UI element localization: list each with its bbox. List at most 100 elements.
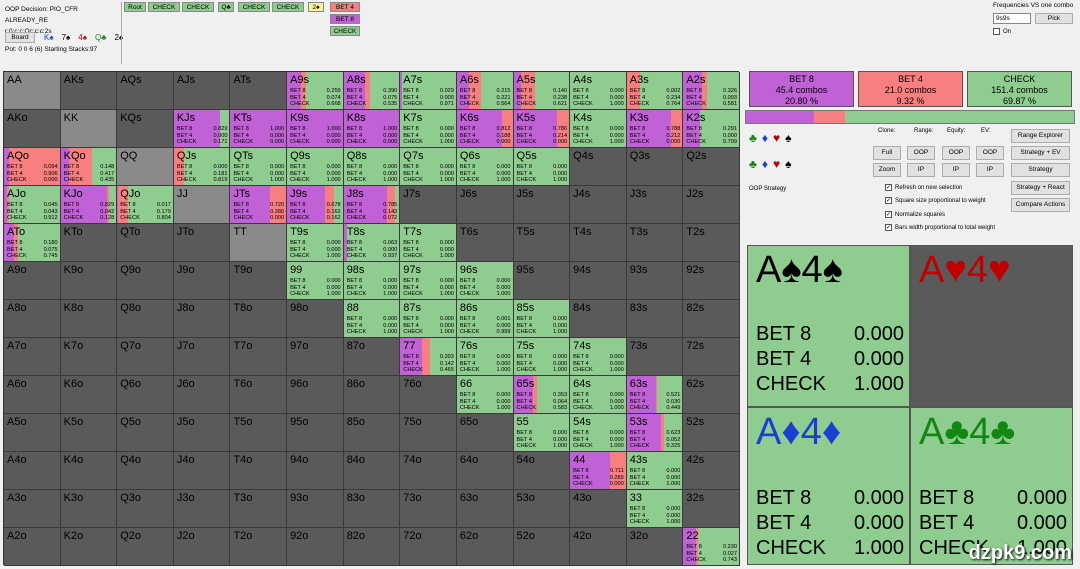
- hand-cell[interactable]: BET 8 0.094 BET 4 0.906 CHECK 0.000 AQo: [4, 148, 61, 186]
- hand-cell[interactable]: BET 8 0.029 BET 4 0.000 CHECK 0.971 A7s: [400, 72, 457, 110]
- hand-cell[interactable]: 82o: [343, 528, 401, 566]
- hand-cell[interactable]: J5o: [173, 414, 231, 452]
- hand-cell[interactable]: BET 8 0.000 BET 4 0.000 CHECK 1.000 Q5s: [513, 148, 571, 186]
- strategy-ev-button[interactable]: Strategy + EV: [1011, 146, 1070, 160]
- hand-cell[interactable]: BET 8 0.000 BET 4 0.000 CHECK 1.000 T7s: [400, 224, 457, 262]
- hand-cell[interactable]: 54o: [513, 452, 571, 490]
- action-option[interactable]: CHECK: [330, 26, 360, 36]
- hand-cell[interactable]: BET 8 0.829 BET 4 0.042 CHECK 0.128 KJo: [60, 186, 118, 224]
- hand-cell[interactable]: A9o: [4, 262, 61, 300]
- hand-cell[interactable]: BET 8 0.063 BET 4 0.000 CHECK 0.937 T8s: [343, 224, 401, 262]
- hand-cell[interactable]: BET 8 1.000 BET 4 0.000 CHECK 0.000 K9s: [287, 110, 344, 148]
- hand-cell[interactable]: BET 8 0.326 BET 4 0.093 CHECK 0.581 A2s: [683, 72, 740, 110]
- combo-card[interactable]: A♣4♣ BET 8 0.000 BET 4 0.000 CHECK 1.000: [910, 407, 1073, 565]
- hand-cell[interactable]: BET 8 0.711 BET 4 0.289 CHECK 0.000 44: [570, 452, 627, 490]
- normalize-checkbox[interactable]: ✓ Normalize squares: [885, 211, 945, 218]
- hand-cell[interactable]: KK: [60, 110, 118, 148]
- hand-cell[interactable]: Q3s: [626, 148, 684, 186]
- hand-cell[interactable]: BET 8 0.000 BET 4 0.181 CHECK 0.819 QJs: [173, 148, 231, 186]
- hand-cell[interactable]: BET 8 0.678 BET 4 0.162 CHECK 0.162 J9s: [287, 186, 344, 224]
- hand-cell[interactable]: 85o: [343, 414, 401, 452]
- hand-cell[interactable]: K2o: [60, 528, 118, 566]
- hand-cell[interactable]: AKo: [4, 110, 61, 148]
- hand-cell[interactable]: AQs: [117, 72, 174, 110]
- club-icon[interactable]: ♣: [749, 131, 757, 145]
- ev-oop-button[interactable]: OOP: [976, 146, 1004, 160]
- hand-cell[interactable]: K6o: [60, 376, 118, 414]
- hand-cell[interactable]: KTo: [60, 224, 118, 262]
- range-oop-button[interactable]: OOP: [907, 146, 935, 160]
- hand-cell[interactable]: BET 8 0.786 BET 4 0.214 CHECK 0.000 K5s: [513, 110, 571, 148]
- ev-ip-button[interactable]: IP: [976, 163, 1004, 177]
- hand-cell[interactable]: BET 8 0.788 BET 4 0.212 CHECK 0.000 K3s: [626, 110, 684, 148]
- hand-cell[interactable]: Q2o: [117, 528, 174, 566]
- hand-cell[interactable]: K3o: [60, 490, 118, 528]
- hand-cell[interactable]: 65o: [456, 414, 514, 452]
- hand-cell[interactable]: 86o: [343, 376, 401, 414]
- combo-card[interactable]: A♥4♥: [910, 245, 1073, 407]
- hand-cell[interactable]: BET 8 0.000 BET 4 0.000 CHECK 1.000 K4s: [570, 110, 627, 148]
- hand-cell[interactable]: 43o: [570, 490, 627, 528]
- hand-cell[interactable]: Q5o: [117, 414, 174, 452]
- hand-cell[interactable]: T9o: [230, 262, 288, 300]
- hand-cell[interactable]: J2o: [173, 528, 231, 566]
- hand-cell[interactable]: BET 8 0.353 BET 4 0.064 CHECK 0.583 65s: [513, 376, 571, 414]
- hand-cell[interactable]: 73s: [626, 338, 684, 376]
- hand-cell[interactable]: 87o: [343, 338, 401, 376]
- hand-cell[interactable]: AJs: [173, 72, 231, 110]
- hand-cell[interactable]: 93o: [287, 490, 344, 528]
- refresh-checkbox[interactable]: ✓ Refresh on new selection: [885, 184, 962, 191]
- hand-cell[interactable]: T6o: [230, 376, 288, 414]
- hand-cell[interactable]: 84s: [570, 300, 627, 338]
- hand-cell[interactable]: 62o: [456, 528, 514, 566]
- checkbox-box[interactable]: ✓: [885, 211, 892, 218]
- combo-input[interactable]: 9s9s: [993, 13, 1031, 24]
- hand-cell[interactable]: A6o: [4, 376, 61, 414]
- hand-cell[interactable]: BET 8 0.215 BET 4 0.221 CHECK 0.564 A6s: [456, 72, 514, 110]
- suit-filter-row-2[interactable]: ♣ ♦ ♥ ♠: [749, 157, 792, 171]
- hand-cell[interactable]: BET 8 0.000 BET 4 0.000 CHECK 1.000 99: [287, 262, 344, 300]
- hand-cell[interactable]: 73o: [400, 490, 457, 528]
- hand-cell[interactable]: BET 8 0.180 BET 4 0.075 CHECK 0.745 ATo: [4, 224, 61, 262]
- hand-cell[interactable]: Q6o: [117, 376, 174, 414]
- action-option[interactable]: BET 8: [330, 14, 360, 24]
- hand-cell[interactable]: BET 8 0.000 BET 4 0.000 CHECK 1.000 85s: [513, 300, 571, 338]
- hand-cell[interactable]: K9o: [60, 262, 118, 300]
- hand-cell[interactable]: 97o: [287, 338, 344, 376]
- board-button[interactable]: Board: [5, 32, 35, 43]
- hand-cell[interactable]: K7o: [60, 338, 118, 376]
- hand-cell[interactable]: 52o: [513, 528, 571, 566]
- hand-cell[interactable]: 75o: [400, 414, 457, 452]
- pick-button[interactable]: Pick: [1035, 13, 1073, 24]
- diamond-icon[interactable]: ♦: [761, 131, 768, 145]
- nav-step[interactable]: CHECK: [272, 2, 304, 12]
- hand-cell[interactable]: BET 8 0.000 BET 4 0.000 CHECK 1.000 A4s: [570, 72, 627, 110]
- heart-icon[interactable]: ♥: [773, 131, 781, 145]
- hand-cell[interactable]: 96o: [287, 376, 344, 414]
- checkbox-box[interactable]: ✓: [885, 184, 892, 191]
- hand-cell[interactable]: Q4o: [117, 452, 174, 490]
- hand-cell[interactable]: BET 8 0.000 BET 4 0.000 CHECK 1.000 96s: [456, 262, 514, 300]
- hand-cell[interactable]: 95o: [287, 414, 344, 452]
- hand-cell[interactable]: JTo: [173, 224, 231, 262]
- hand-cell[interactable]: BET 8 0.829 BET 4 0.000 CHECK 0.171 KJs: [173, 110, 231, 148]
- hand-cell[interactable]: A3o: [4, 490, 61, 528]
- hand-cell[interactable]: BET 8 0.291 BET 4 0.000 CHECK 0.709 K2s: [683, 110, 740, 148]
- hand-cell[interactable]: BET 8 0.045 BET 4 0.043 CHECK 0.912 AJo: [4, 186, 61, 224]
- hand-cell[interactable]: AA: [4, 72, 61, 110]
- hand-cell[interactable]: J4s: [570, 186, 627, 224]
- hand-cell[interactable]: BET 8 0.000 BET 4 0.000 CHECK 1.000 66: [456, 376, 514, 414]
- hand-cell[interactable]: BET 8 0.390 BET 4 0.075 CHECK 0.535 A8s: [343, 72, 401, 110]
- hand-cell[interactable]: 92s: [683, 262, 740, 300]
- suit-filter-row-1[interactable]: ♣ ♦ ♥ ♠: [749, 131, 792, 145]
- nav-step[interactable]: Q♣: [218, 2, 234, 12]
- hand-cell[interactable]: Q3o: [117, 490, 174, 528]
- hand-cell[interactable]: BET 8 1.000 BET 4 0.000 CHECK 0.000 K8s: [343, 110, 401, 148]
- hand-cell[interactable]: K4o: [60, 452, 118, 490]
- hand-cell[interactable]: BET 8 0.000 BET 4 0.000 CHECK 1.000 Q9s: [287, 148, 344, 186]
- hand-cell[interactable]: K5o: [60, 414, 118, 452]
- hand-cell[interactable]: T2s: [683, 224, 740, 262]
- hand-cell[interactable]: QQ: [117, 148, 174, 186]
- hand-cell[interactable]: BET 8 0.148 BET 4 0.417 CHECK 0.435 KQo: [60, 148, 118, 186]
- hand-cell[interactable]: BET 8 0.785 BET 4 0.143 CHECK 0.072 J8s: [343, 186, 401, 224]
